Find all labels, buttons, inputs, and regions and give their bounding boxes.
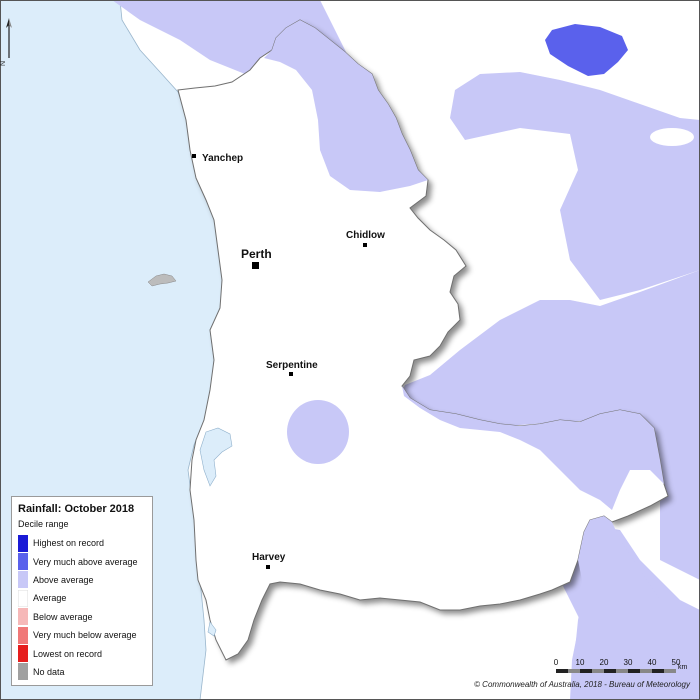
town-label-harvey: Harvey — [252, 552, 286, 563]
scale-segment — [640, 669, 652, 673]
legend: Rainfall: October 2018 Decile range High… — [11, 496, 153, 686]
scale-tick-label: 40 — [647, 658, 657, 667]
legend-label: Lowest on record — [33, 648, 103, 659]
legend-label: Very much above average — [33, 556, 138, 567]
scale-segment — [580, 669, 592, 673]
legend-item: No data — [18, 663, 146, 681]
scale-segment — [568, 669, 580, 673]
legend-label: Below average — [33, 611, 93, 622]
legend-swatch — [18, 663, 28, 681]
scale-bar: 0 10 20 30 40 50 km — [550, 658, 690, 678]
above-average-region-inner-south-east — [572, 516, 700, 700]
legend-label: Average — [33, 593, 67, 604]
legend-item: Below average — [18, 608, 146, 626]
scale-segment — [604, 669, 616, 673]
scale-segment — [664, 669, 676, 673]
legend-subtitle: Decile range — [18, 519, 69, 529]
town-marker-yanchep — [192, 154, 196, 158]
legend-swatch — [18, 626, 28, 644]
above-average-region-inner-east — [402, 386, 664, 510]
copyright-notice: © Commonwealth of Australia, 2018 - Bure… — [474, 680, 690, 689]
north-letter: N — [0, 60, 8, 67]
legend-item: Highest on record — [18, 534, 146, 552]
scale-tick-label: 30 — [623, 658, 633, 667]
lake — [207, 621, 217, 637]
legend-swatch — [18, 534, 28, 552]
island — [147, 273, 177, 287]
above-average-region-north — [112, 0, 700, 300]
legend-label: Above average — [33, 574, 94, 585]
town-label-yanchep: Yanchep — [202, 153, 243, 164]
legend-swatch — [18, 589, 28, 607]
average-pocket — [650, 128, 694, 146]
scale-tick-label: 50 — [671, 658, 681, 667]
scale-segment — [592, 669, 604, 673]
scale-tick-label: 0 — [553, 658, 559, 667]
scale-tick-label: 20 — [599, 658, 609, 667]
legend-title: Rainfall: October 2018 — [18, 503, 135, 515]
legend-item: Lowest on record — [18, 644, 146, 663]
scale-tick-label: 10 — [575, 658, 585, 667]
scale-segment — [556, 669, 568, 673]
scale-segment — [652, 669, 664, 673]
legend-label: Very much below average — [33, 630, 137, 641]
legend-swatch — [18, 553, 28, 571]
scale-segments — [556, 669, 676, 673]
legend-swatch — [18, 645, 28, 663]
very-much-above-average-region — [545, 24, 628, 76]
town-marker-chidlow — [363, 243, 367, 247]
legend-label: Highest on record — [33, 538, 105, 549]
town-marker-serpentine — [289, 372, 293, 376]
north-arrow-icon — [6, 18, 12, 58]
legend-label: No data — [33, 666, 65, 677]
scale-unit: km — [678, 664, 688, 671]
legend-swatch — [18, 571, 28, 589]
legend-item: Very much below average — [18, 626, 146, 644]
above-average-region-inner-north — [264, 20, 428, 192]
estuary — [199, 427, 233, 487]
above-average-region-serpentine — [287, 400, 349, 464]
scale-segment — [616, 669, 628, 673]
town-label-chidlow: Chidlow — [346, 230, 385, 241]
legend-items: Highest on record Very much above average… — [18, 534, 146, 681]
legend-swatch — [18, 608, 28, 626]
town-marker-harvey — [266, 565, 270, 569]
town-marker-perth — [252, 262, 259, 269]
legend-item: Average — [18, 589, 146, 607]
town-label-perth: Perth — [241, 247, 272, 261]
above-average-region-east — [400, 270, 700, 580]
legend-item: Above average — [18, 571, 146, 589]
legend-item: Very much above average — [18, 552, 146, 571]
forecast-district — [178, 20, 668, 660]
scale-segment — [628, 669, 640, 673]
town-label-serpentine: Serpentine — [266, 360, 318, 371]
